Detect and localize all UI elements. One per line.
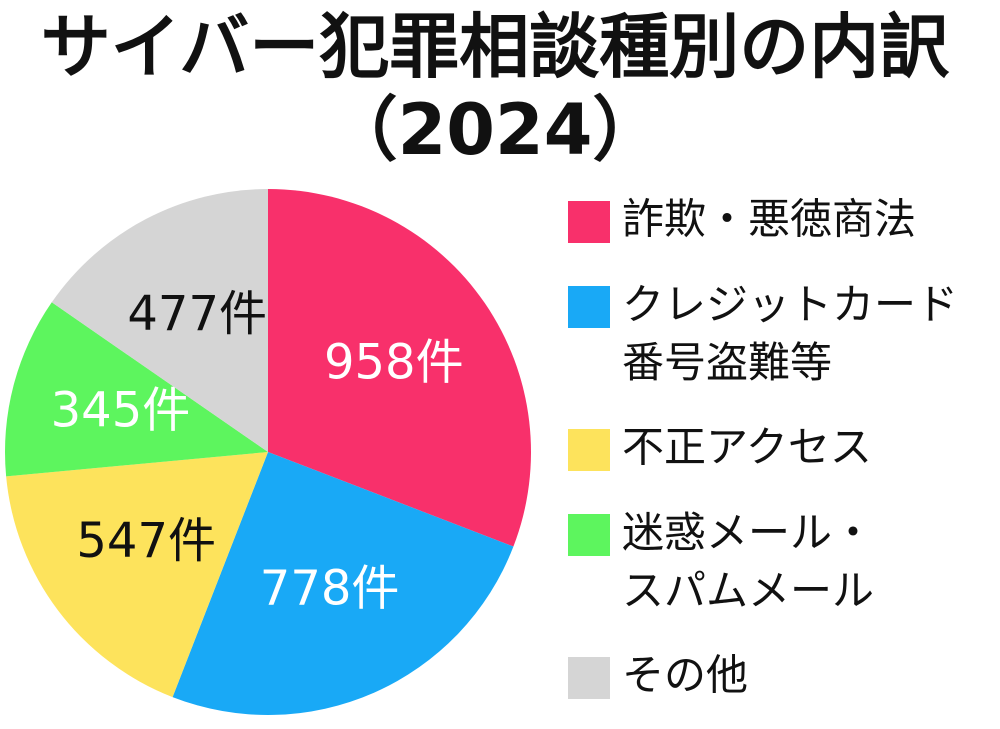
pie-slice <box>51 189 268 452</box>
legend-label: 詐欺・悪徳商法 <box>622 195 916 244</box>
data-label: 778件 <box>260 561 400 617</box>
data-label: 547件 <box>76 513 216 569</box>
pie-slice <box>6 452 268 698</box>
legend-label: 不正アクセス <box>622 423 872 472</box>
pie-slice <box>172 452 514 715</box>
legend-swatch <box>568 429 610 471</box>
pie-slice <box>5 302 269 477</box>
legend-swatch <box>568 657 610 699</box>
data-label: 958件 <box>324 335 464 391</box>
legend-swatch <box>568 286 610 328</box>
legend-swatch <box>568 514 610 556</box>
chart-title: サイバー犯罪相談種別の内訳 <box>41 6 951 88</box>
legend-label: その他 <box>622 651 748 700</box>
data-label: 345件 <box>51 382 191 438</box>
legend-label: クレジットカード番号盗難等 <box>622 280 958 387</box>
pie-slice <box>268 189 531 547</box>
chart-subtitle: （2024） <box>328 89 663 171</box>
data-label: 477件 <box>127 286 267 342</box>
legend-swatch <box>568 201 610 243</box>
legend-label: 迷惑メール・スパムメール <box>622 508 874 615</box>
